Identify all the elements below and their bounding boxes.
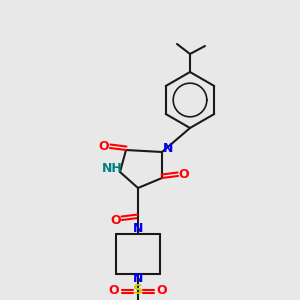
Text: N: N bbox=[133, 272, 143, 286]
Text: O: O bbox=[157, 284, 167, 296]
Text: O: O bbox=[99, 140, 109, 154]
Text: NH: NH bbox=[102, 161, 122, 175]
Text: O: O bbox=[109, 284, 119, 296]
Text: N: N bbox=[133, 223, 143, 236]
Text: O: O bbox=[179, 169, 189, 182]
Text: O: O bbox=[111, 214, 121, 227]
Text: S: S bbox=[133, 283, 143, 297]
Text: N: N bbox=[163, 142, 173, 154]
